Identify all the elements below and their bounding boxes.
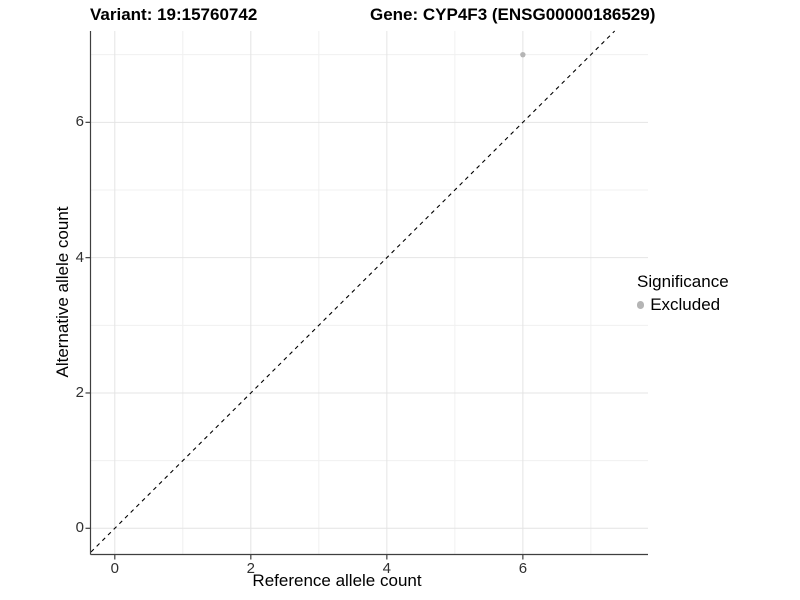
legend-item-label: Excluded	[650, 295, 721, 314]
y-tick-label: 0	[75, 519, 84, 537]
identity-line	[90, 30, 616, 553]
x-tick-label: 2	[246, 560, 255, 577]
x-tick-label: 4	[382, 560, 391, 577]
legend-key-dot	[637, 301, 645, 309]
plot-title-variant: Variant: 19:15760742	[90, 5, 258, 24]
data-point	[520, 51, 526, 58]
legend-title: Significance	[637, 272, 729, 291]
x-tick-label: 6	[518, 560, 528, 577]
y-axis-title: Alternative allele count	[53, 206, 72, 378]
legend-item: Excluded	[637, 295, 729, 315]
x-axis-title: Reference allele count	[252, 571, 422, 590]
y-tick-label: 2	[75, 383, 84, 401]
y-tick-label: 4	[75, 248, 84, 266]
x-tick-label: 0	[110, 560, 119, 577]
legend: Significance Excluded	[637, 272, 729, 315]
plot-title-gene: Gene: CYP4F3 (ENSG00000186529)	[370, 5, 656, 24]
y-tick-label: 6	[75, 113, 84, 131]
